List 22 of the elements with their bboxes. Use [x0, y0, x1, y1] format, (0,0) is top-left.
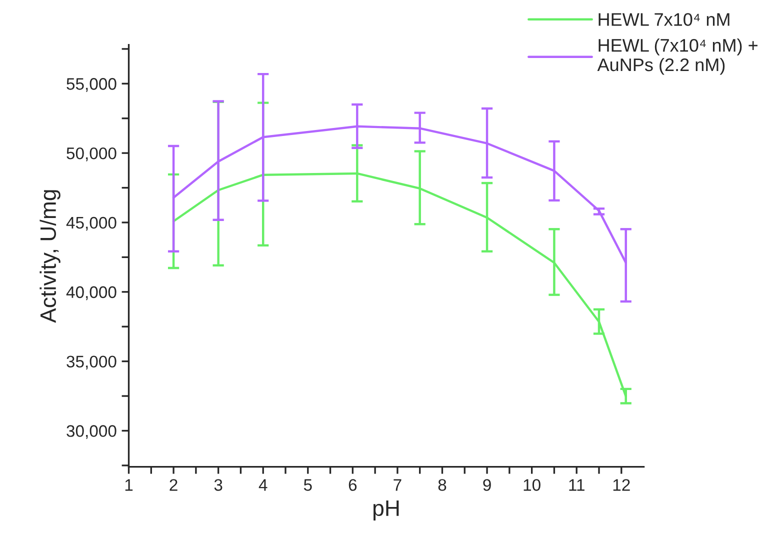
x-tick-label: 5 [304, 479, 312, 491]
legend-label: HEWL (7x10⁴ nM) + AuNPs (2.2 nM) [597, 38, 758, 75]
x-tick-label: 9 [483, 479, 491, 491]
x-tick-label: 7 [394, 479, 402, 491]
y-tick-label: 45,000 [66, 216, 116, 231]
x-tick-label: 1 [125, 479, 133, 491]
x-tick-label: 4 [258, 479, 268, 491]
x-tick-label: 10 [524, 479, 540, 491]
y-tick-label: 35,000 [66, 356, 116, 370]
y-tick-label: 50,000 [66, 147, 116, 162]
y-tick-label: 30,000 [66, 425, 116, 439]
legend-label: HEWL 7x10⁴ nM [598, 13, 730, 26]
x-tick-label: 11 [569, 479, 584, 491]
x-tick-label: 3 [214, 479, 222, 491]
x-tick-label: 12 [613, 479, 630, 491]
x-tick-label: 8 [438, 479, 446, 491]
y-tick-label: 40,000 [66, 286, 116, 300]
y-axis-title: Activity, U/mg [40, 190, 60, 323]
x-tick-label: 6 [348, 479, 357, 491]
x-axis-title: pH [374, 500, 399, 520]
y-tick-label: 55,000 [66, 78, 116, 92]
x-tick-label: 2 [170, 479, 178, 491]
